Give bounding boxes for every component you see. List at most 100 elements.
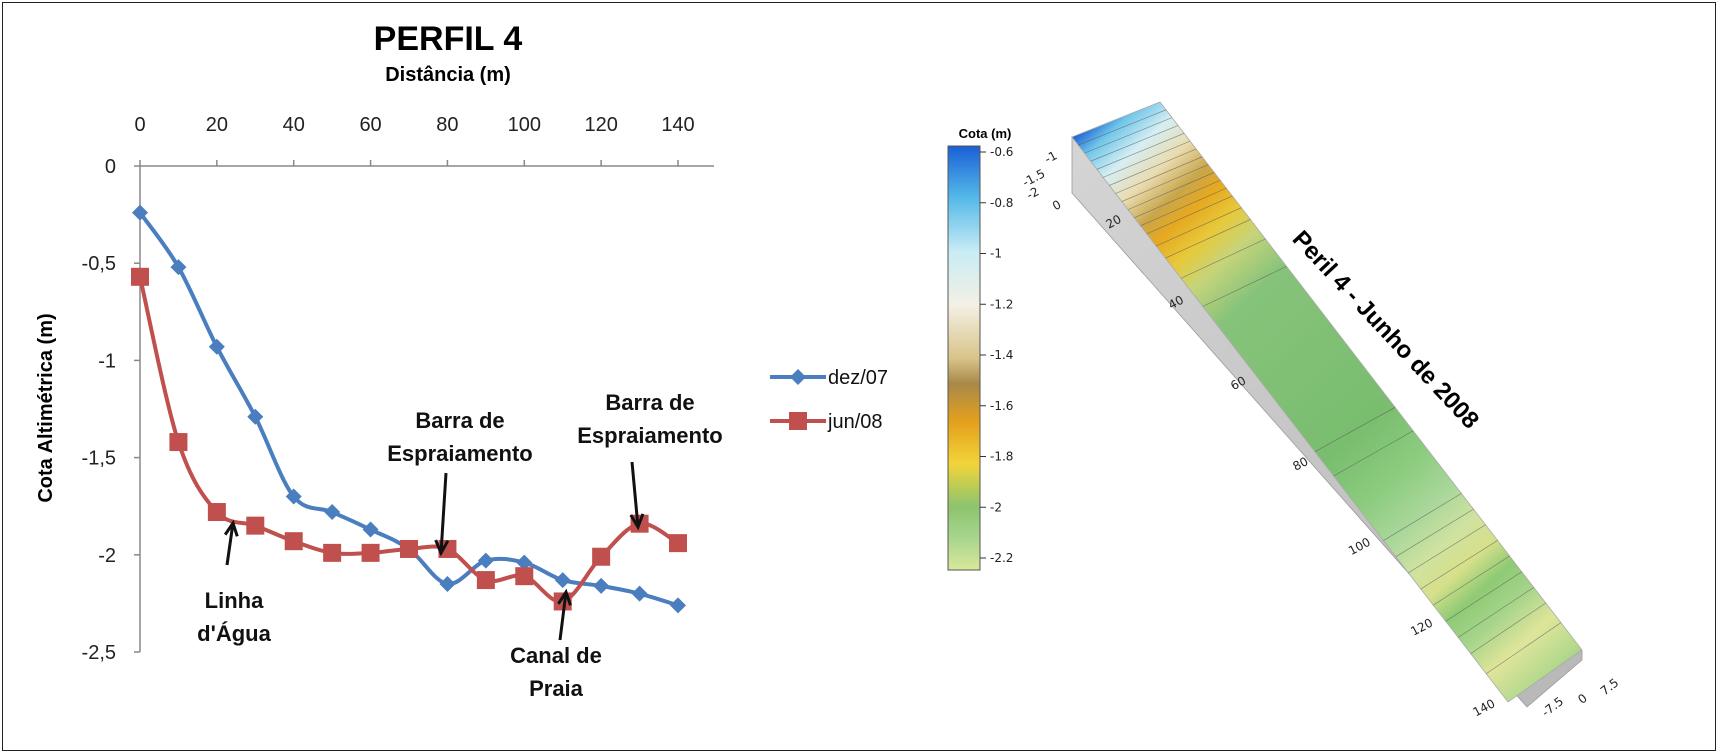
strip-top-surface — [1071, 101, 1583, 703]
annotation-label: Espraiamento — [577, 423, 723, 448]
series-layer — [131, 204, 687, 614]
y-tick-label: -2 — [98, 545, 116, 567]
contour-line — [1078, 109, 1167, 146]
contour-line — [1486, 622, 1562, 674]
contour-line — [1383, 493, 1462, 541]
legend: dez/07 jun/08 — [770, 367, 888, 433]
annotation-arrow-head — [557, 588, 572, 606]
colorbar-ticks: -0.6 -0.8 -1 -1.2 -1.4 -1.6 -1.8 -2 -2.2 — [980, 145, 1013, 565]
colorbar — [947, 145, 981, 571]
legend-label: dez/07 — [828, 367, 888, 389]
data-point-dez/07 — [170, 259, 187, 276]
y-tick-label: -1,5 — [82, 448, 116, 470]
y-axis-label: Cota Altimétrica (m) — [35, 313, 57, 502]
data-point-jun/08 — [207, 503, 226, 522]
contour-line — [1146, 195, 1233, 235]
data-point-jun/08 — [476, 571, 495, 590]
x-tick-label: 120 — [584, 114, 617, 136]
data-point-dez/07 — [439, 575, 456, 592]
data-point-jun/08 — [669, 534, 687, 553]
contour-line — [1202, 266, 1287, 307]
annotation-arrow-head — [223, 519, 239, 537]
x-tick-label: 60 — [359, 114, 381, 136]
contour-line — [1333, 430, 1414, 477]
colorbar-tick-label: -2.2 — [990, 551, 1013, 565]
distance-tick-label: 100 — [1346, 535, 1373, 558]
corner-tick-label: 0 — [1050, 197, 1063, 213]
contour-line — [1155, 207, 1242, 247]
contour-line — [1103, 140, 1191, 178]
contour-line — [1470, 602, 1546, 654]
colorbar-title: Cota (m) — [959, 126, 1012, 141]
strip-contour-lines — [1078, 109, 1562, 674]
data-point-jun/08 — [323, 543, 342, 562]
data-point-dez/07 — [670, 597, 686, 614]
surface-3d-plot: Cota (m) -0.6 -0.8 -1 -1.2 -1.4 -1.6 -1.8 -2 -2.… — [947, 101, 1622, 720]
annotation-label: Canal de — [510, 643, 602, 668]
width-tick-label: -7.5 — [1539, 694, 1566, 719]
contour-line — [1165, 219, 1251, 259]
contour-line — [1109, 148, 1197, 186]
contour-line — [1420, 540, 1498, 590]
annotations-layer: Linha d'Água Barra de Espraiamento Canal de P… — [197, 390, 723, 701]
data-point-jun/08 — [169, 433, 188, 452]
contour-line — [1134, 180, 1221, 218]
annotation-arrow-head — [629, 513, 645, 531]
contour-line — [1408, 524, 1486, 574]
data-point-jun/08 — [592, 547, 611, 566]
data-point-jun/08 — [515, 567, 534, 586]
distance-tick-label: 120 — [1408, 616, 1435, 639]
data-point-dez/07 — [324, 504, 341, 521]
x-tick-label: 80 — [436, 114, 458, 136]
legend-marker-jun/08 — [789, 412, 807, 430]
colorbar-tick-label: -1.6 — [990, 399, 1013, 413]
width-tick-label: 7.5 — [1598, 675, 1622, 698]
distance-tick-label: 140 — [1471, 696, 1498, 719]
colorbar-tick-label: -1.2 — [990, 297, 1013, 311]
distance-tick-label: 40 — [1166, 293, 1186, 313]
data-point-jun/08 — [400, 539, 418, 558]
annotation-arrow-shaft — [558, 591, 568, 641]
contour-line — [1096, 133, 1185, 170]
data-point-dez/07 — [477, 552, 494, 569]
annotation-arrow-head — [434, 539, 450, 557]
contour-line — [1115, 156, 1203, 194]
x-tick-label: 20 — [206, 114, 228, 136]
colorbar-tick-label: -1.8 — [990, 450, 1013, 464]
contour-line — [1433, 555, 1510, 606]
contour-line — [1140, 187, 1227, 227]
annotation-label: d'Água — [197, 621, 271, 646]
data-point-dez/07 — [631, 585, 648, 602]
annotation-label: Linha — [205, 588, 264, 613]
contour-line — [1445, 571, 1522, 622]
y-tick-label: -2,5 — [82, 642, 116, 664]
contour-line — [1121, 164, 1209, 202]
chart-title: PERFIL 4 — [374, 20, 523, 58]
x-ticks: 0 20 40 60 80 100 120 140 — [134, 114, 695, 166]
legend-label: jun/08 — [827, 411, 883, 433]
annotation-arrow-shaft — [225, 522, 235, 566]
data-point-jun/08 — [246, 516, 265, 535]
annotation-label: Praia — [529, 676, 584, 701]
colorbar-tick-label: -1 — [990, 247, 1002, 261]
x-tick-label: 140 — [661, 114, 694, 136]
annotation-label: Espraiamento — [387, 441, 533, 466]
z-tick-label: -2 — [1024, 184, 1041, 202]
data-point-jun/08 — [361, 543, 380, 562]
y-tick-label: -0,5 — [82, 253, 116, 275]
data-point-dez/07 — [247, 408, 264, 425]
colorbar-tick-label: -2 — [990, 500, 1002, 514]
data-point-dez/07 — [593, 577, 610, 594]
legend-marker-dez/07 — [790, 369, 806, 385]
y-ticks: 0 -0,5 -1 -1,5 -2 -2,5 — [82, 156, 140, 664]
annotation-label: Barra de — [415, 408, 504, 433]
colorbar-tick-label: -1.4 — [990, 348, 1013, 362]
contour-line — [1395, 508, 1474, 557]
x-tick-label: 100 — [508, 114, 541, 136]
contour-line — [1127, 172, 1215, 210]
series-line-jun/08 — [138, 276, 680, 604]
z-tick-label: -1 — [1042, 148, 1059, 166]
z-ticks: -1-1.5-20 — [1020, 148, 1063, 213]
distance-tick-label: 20 — [1104, 212, 1124, 232]
